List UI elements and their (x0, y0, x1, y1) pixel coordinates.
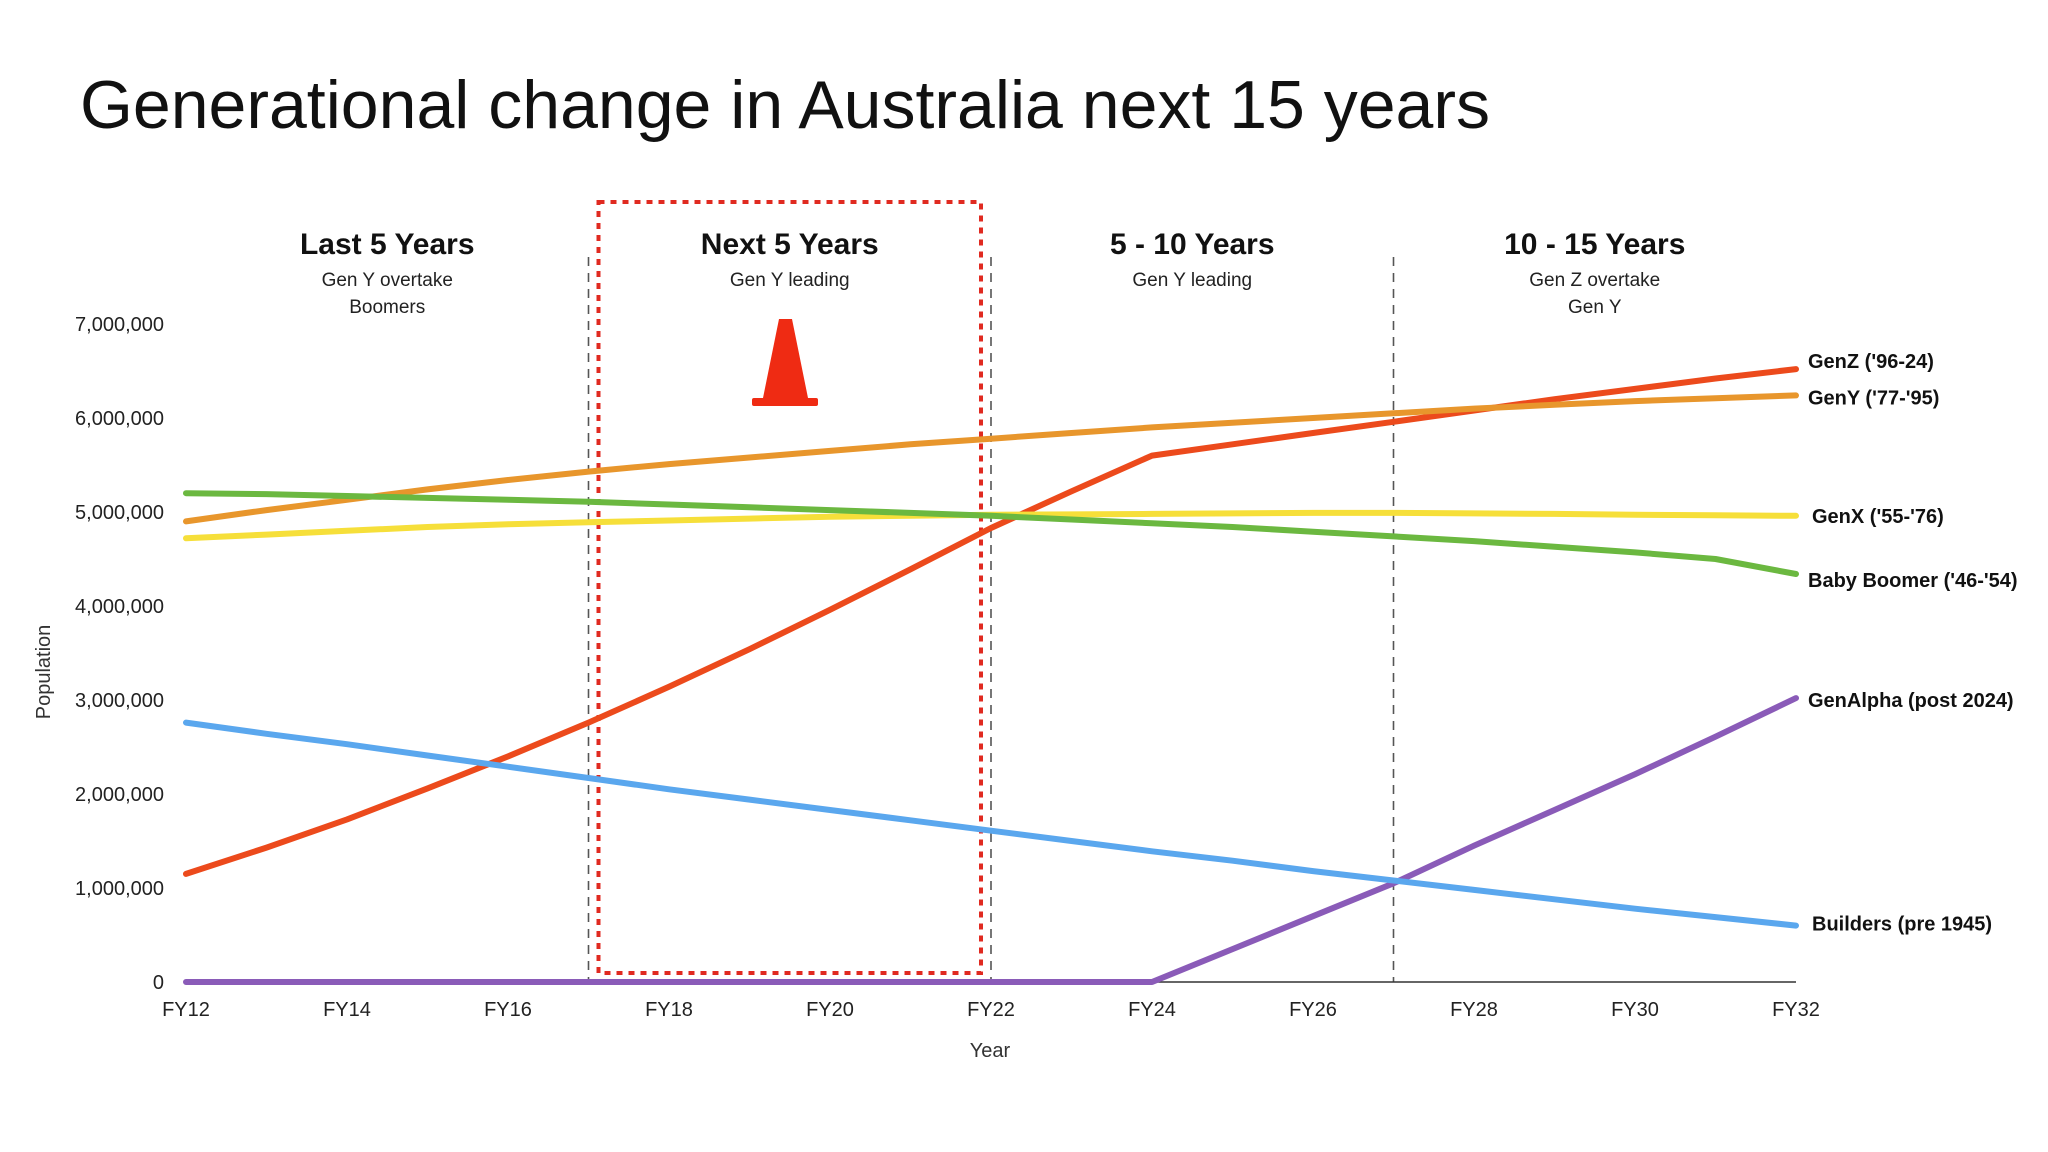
period-label: 5 - 10 Years (1110, 228, 1275, 261)
x-tick-label: FY30 (1611, 999, 1659, 1021)
series-label: GenAlpha (post 2024) (1808, 690, 2014, 712)
period-sublabel: Gen Y overtake (322, 270, 453, 291)
period-sublabel: Gen Z overtake (1529, 270, 1660, 291)
series-line (183, 490, 1799, 577)
series-labels: GenZ ('96-24) GenY ('77-'95) GenX ('55-'76… (1808, 351, 2018, 935)
series-lines (183, 366, 1799, 985)
series-label: Baby Boomer ('46-'54) (1808, 570, 2018, 592)
x-tick-label: FY18 (645, 999, 693, 1021)
highlight-box-group (596, 200, 983, 975)
x-tick-label: FY16 (484, 999, 532, 1021)
period-sublabel: Boomers (349, 297, 425, 318)
y-tick-label: 3,000,000 (75, 690, 164, 712)
x-tick-label: FY28 (1450, 999, 1498, 1021)
series-line (183, 719, 1799, 929)
x-axis-title: Year (970, 1040, 1011, 1062)
y-tick-label: 7,000,000 (75, 314, 164, 336)
y-tick-label: 1,000,000 (75, 878, 164, 900)
period-label: Next 5 Years (701, 228, 879, 261)
period-sublabel: Gen Y leading (730, 270, 850, 291)
y-tick-label: 4,000,000 (75, 596, 164, 618)
x-tick-label: FY12 (162, 999, 210, 1021)
period-label: Last 5 Years (300, 228, 475, 261)
series-label: Builders (pre 1945) (1812, 914, 1992, 936)
period-label: 10 - 15 Years (1504, 228, 1685, 261)
y-tick-label: 6,000,000 (75, 408, 164, 430)
series-label: GenZ ('96-24) (1808, 351, 1934, 373)
x-tick-label: FY32 (1772, 999, 1820, 1021)
period-sublabel: Gen Y leading (1132, 270, 1252, 291)
y-tick-label: 0 (153, 972, 164, 994)
cone-body (763, 319, 808, 398)
x-tick-label: FY20 (806, 999, 854, 1021)
y-axis-title: Population (33, 625, 55, 720)
highlight-box (596, 200, 983, 975)
cone-base (752, 398, 818, 406)
x-tick-label: FY22 (967, 999, 1015, 1021)
period-headers: Last 5 Years Gen Y overtake Boomers Next 5 … (300, 228, 1685, 318)
y-axis: 0 1,000,000 2,000,000 3,000,000 4,000,000 5,0… (75, 314, 164, 994)
y-tick-label: 5,000,000 (75, 502, 164, 524)
series-label: GenX ('55-'76) (1812, 506, 1944, 528)
series-line (183, 366, 1799, 877)
period-sublabel: Gen Y (1568, 297, 1622, 318)
chart-title: Generational change in Australia next 15… (80, 67, 1490, 143)
series-line (183, 392, 1799, 525)
x-tick-label: FY24 (1128, 999, 1176, 1021)
period-dividers (587, 257, 1395, 982)
y-tick-label: 2,000,000 (75, 784, 164, 806)
series-label: GenY ('77-'95) (1808, 387, 1939, 409)
x-axis: FY12 FY14 FY16 FY18 FY20 FY22 FY24 FY26 FY28 FY30… (162, 981, 1820, 1021)
x-tick-label: FY14 (323, 999, 371, 1021)
series-line (183, 695, 1799, 985)
x-tick-label: FY26 (1289, 999, 1337, 1021)
traffic-cone-icon (752, 319, 818, 406)
